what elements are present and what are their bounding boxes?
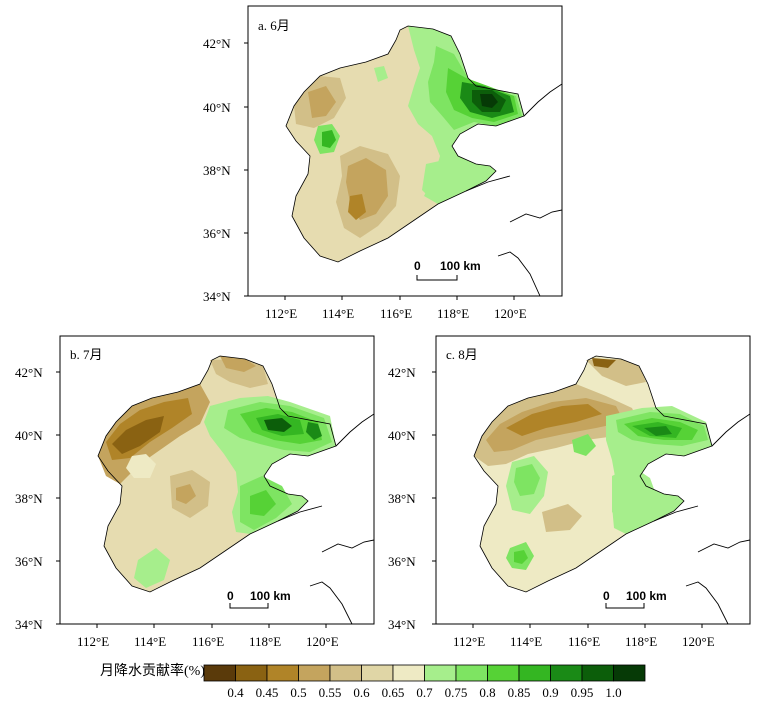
lon-label: 120°E xyxy=(682,634,715,649)
lon-label: 112°E xyxy=(77,634,109,649)
colorbar-swatch xyxy=(329,664,362,682)
colorbar-tick-label: 0.85 xyxy=(508,685,531,700)
colorbar-swatch xyxy=(518,664,551,682)
colorbar: 月降水贡献率(%) 0.4 0.45 0.5 0.55 0.6 0.65 0.7 0.75 0.… xyxy=(100,662,646,700)
scale-bar-zero: 0 xyxy=(227,589,234,603)
lat-label: 40°N xyxy=(15,428,43,443)
map-panel-b: b. 7月 0 100 km 42°N 40°N 38°N 36°N 34°N … xyxy=(15,335,375,649)
scale-bar-distance: 100 km xyxy=(626,589,667,603)
colorbar-ticks: 0.4 0.45 0.5 0.55 0.6 0.65 0.7 0.75 0.8 0.85 0.9 0.… xyxy=(227,685,621,700)
colorbar-swatch xyxy=(266,664,299,682)
map-panel-a: a. 6月 0 100 km 42°N 40°N 38°N 36°N 34°N … xyxy=(203,5,563,321)
colorbar-tick-label: 0.5 xyxy=(290,685,306,700)
coastline xyxy=(465,83,562,296)
axis-ticks xyxy=(56,371,327,628)
colorbar-swatch xyxy=(487,664,520,682)
panel-label: b. 7月 xyxy=(70,347,103,362)
colorbar-swatch xyxy=(235,664,268,682)
colorbar-swatch xyxy=(203,664,236,682)
lon-label: 114°E xyxy=(322,306,354,321)
colorbar-swatch xyxy=(613,664,646,682)
lat-label: 34°N xyxy=(388,617,416,632)
lon-label: 112°E xyxy=(453,634,485,649)
colorbar-tick-label: 0.9 xyxy=(542,685,558,700)
panel-label: c. 8月 xyxy=(446,347,478,362)
precipitation-contours xyxy=(294,26,524,238)
colorbar-swatch xyxy=(361,664,394,682)
colorbar-tick-label: 0.95 xyxy=(571,685,594,700)
colorbar-tick-label: 0.4 xyxy=(227,685,244,700)
lon-label: 116°E xyxy=(568,634,600,649)
colorbar-tick-label: 0.6 xyxy=(353,685,370,700)
scale-bar-distance: 100 km xyxy=(440,259,481,273)
scale-bar: 0 100 km xyxy=(227,589,291,609)
lon-label: 114°E xyxy=(510,634,542,649)
lon-label: 118°E xyxy=(437,306,469,321)
colorbar-tick-label: 0.75 xyxy=(445,685,468,700)
colorbar-tick-label: 1.0 xyxy=(605,685,621,700)
lon-label: 118°E xyxy=(625,634,657,649)
lon-label: 116°E xyxy=(380,306,412,321)
lat-label: 38°N xyxy=(388,491,416,506)
lat-label: 34°N xyxy=(203,289,231,304)
panel-label: a. 6月 xyxy=(258,18,290,33)
colorbar-title: 月降水贡献率(%) xyxy=(100,662,205,679)
colorbar-swatch xyxy=(550,664,583,682)
colorbar-swatch xyxy=(298,664,331,682)
colorbar-tick-label: 0.55 xyxy=(319,685,342,700)
lon-label: 120°E xyxy=(494,306,527,321)
coastline xyxy=(277,413,374,624)
lat-label: 42°N xyxy=(15,365,43,380)
scale-bar-zero: 0 xyxy=(603,589,610,603)
scale-bar: 0 100 km xyxy=(603,589,667,609)
precipitation-contours xyxy=(474,358,712,570)
coastline xyxy=(653,413,750,624)
colorbar-swatch xyxy=(424,664,457,682)
scale-bar: 0 100 km xyxy=(414,259,481,281)
lon-label: 114°E xyxy=(134,634,166,649)
colorbar-tick-label: 0.65 xyxy=(382,685,405,700)
lat-label: 40°N xyxy=(388,428,416,443)
axis-ticks xyxy=(244,42,515,300)
axis-ticks xyxy=(432,371,703,628)
colorbar-swatches xyxy=(203,664,646,682)
lat-label: 36°N xyxy=(15,554,43,569)
lat-label: 42°N xyxy=(203,36,231,51)
scale-bar-zero: 0 xyxy=(414,259,421,273)
lon-label: 112°E xyxy=(265,306,297,321)
colorbar-swatch xyxy=(392,664,425,682)
lat-label: 38°N xyxy=(203,163,231,178)
lat-label: 42°N xyxy=(388,365,416,380)
colorbar-swatch xyxy=(581,664,614,682)
colorbar-tick-label: 0.8 xyxy=(479,685,495,700)
map-panel-c: c. 8月 0 100 km 42°N 40°N 38°N 36°N 34°N … xyxy=(388,335,751,649)
colorbar-tick-label: 0.45 xyxy=(256,685,279,700)
lat-label: 36°N xyxy=(203,226,231,241)
lat-label: 40°N xyxy=(203,100,231,115)
lat-label: 34°N xyxy=(15,617,43,632)
lat-label: 38°N xyxy=(15,491,43,506)
scale-bar-distance: 100 km xyxy=(250,589,291,603)
colorbar-swatch xyxy=(455,664,488,682)
lon-label: 120°E xyxy=(306,634,339,649)
colorbar-tick-label: 0.7 xyxy=(416,685,433,700)
precipitation-contours xyxy=(98,356,336,588)
lon-label: 118°E xyxy=(249,634,281,649)
lon-label: 116°E xyxy=(192,634,224,649)
lat-label: 36°N xyxy=(388,554,416,569)
